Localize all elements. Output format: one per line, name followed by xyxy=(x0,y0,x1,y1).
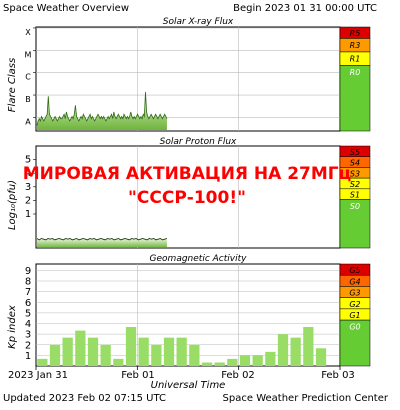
xray-ytick: C xyxy=(25,73,31,82)
kp-bar xyxy=(49,344,61,366)
proton-ytick: 3 xyxy=(25,182,31,193)
proton-scale-label: S0 xyxy=(350,202,360,211)
kp-bar xyxy=(62,337,73,366)
kp-ytick: 4 xyxy=(25,319,31,330)
kp-bar xyxy=(75,330,86,366)
overview-title: Space Weather Overview xyxy=(3,3,129,14)
kp-bar xyxy=(151,344,162,366)
proton-flux-line xyxy=(36,237,168,241)
kp-bar xyxy=(87,337,99,366)
kp-scale-label: G4 xyxy=(349,277,360,286)
proton-plot-area xyxy=(35,145,341,249)
kp-bar xyxy=(176,337,187,366)
xtick-feb02: Feb 02 xyxy=(221,370,255,381)
kp-bar xyxy=(37,358,48,366)
xray-ytick: B xyxy=(25,95,31,104)
updated-time: Updated 2023 Feb 02 07:15 UTC xyxy=(3,393,166,404)
xray-scale-label: R5 xyxy=(350,29,361,38)
overlay-line-1: МИРОВАЯ АКТИВАЦИЯ НА 27МГц xyxy=(23,164,352,184)
kp-bar xyxy=(201,362,213,366)
kp-ytick: 7 xyxy=(25,287,31,298)
proton-ytick: 4 xyxy=(25,168,31,179)
xray-panel: A B C M X R5 R3 R1 R0 xyxy=(25,26,371,132)
xtick-jan31: 2023 Jan 31 xyxy=(8,370,68,381)
kp-ytick: 2 xyxy=(25,340,31,351)
kp-ytick: 6 xyxy=(25,298,31,309)
proton-title: Solar Proton Flux xyxy=(160,137,237,147)
kp-bar xyxy=(100,344,111,366)
kp-scale-label: G1 xyxy=(349,311,360,320)
kp-bar xyxy=(252,355,263,367)
xray-scale-r0 xyxy=(339,65,371,132)
xaxis-label: Universal Time xyxy=(151,380,226,391)
kp-ytick: 8 xyxy=(25,277,31,288)
kp-bar xyxy=(214,362,225,366)
proton-scale-label: S3 xyxy=(350,169,360,178)
kp-bar xyxy=(227,358,238,366)
kp-bar xyxy=(113,358,124,366)
kp-scale-label: G5 xyxy=(349,266,360,275)
kp-bar xyxy=(138,337,149,366)
xray-plot-area xyxy=(35,26,341,132)
xray-title: Solar X-ray Flux xyxy=(163,17,234,27)
xray-flux-line xyxy=(36,91,168,126)
proton-scale-s0 xyxy=(339,199,371,249)
xray-ylabel: Flare Class xyxy=(7,58,18,112)
begin-time: Begin 2023 01 31 00:00 UTC xyxy=(233,3,377,14)
swpc-name: Space Weather Prediction Center xyxy=(223,393,389,404)
kp-bar xyxy=(163,337,175,366)
proton-scale-label: S4 xyxy=(350,159,360,168)
xray-ytick: X xyxy=(25,28,31,37)
proton-scale-label: S1 xyxy=(350,191,360,200)
proton-ytick: 5 xyxy=(25,155,31,166)
kp-scale-label: G3 xyxy=(349,289,360,298)
kp-bar xyxy=(277,334,289,367)
kp-bar xyxy=(290,337,301,366)
kp-ytick: 9 xyxy=(25,266,31,277)
geomag-title: Geomagnetic Activity xyxy=(150,254,248,264)
xtick-feb01: Feb 01 xyxy=(121,370,155,381)
xray-ytick: M xyxy=(25,50,32,59)
kp-bar xyxy=(239,355,251,367)
kp-scale-label: G0 xyxy=(349,323,360,332)
kp-bar xyxy=(265,351,276,366)
proton-ylabel: Log₁₀(pfu) xyxy=(7,180,18,230)
kp-scale-label: G2 xyxy=(349,300,360,309)
proton-ytick: 2 xyxy=(25,195,31,206)
kp-bar xyxy=(189,344,200,366)
kp-scale-g0 xyxy=(339,319,371,367)
kp-bar xyxy=(315,348,327,366)
overlay-line-2: "СССР-100!" xyxy=(128,188,246,208)
kp-ytick: 3 xyxy=(25,330,31,341)
proton-flux-area xyxy=(37,238,167,247)
proton-ytick: 1 xyxy=(25,209,31,220)
proton-scale-label: S2 xyxy=(350,180,360,189)
kp-ytick: 1 xyxy=(25,351,31,362)
xray-scale-label: R1 xyxy=(350,54,361,63)
kp-ytick: 5 xyxy=(25,308,31,319)
kp-bar xyxy=(125,327,137,366)
xtick-feb03: Feb 03 xyxy=(321,370,355,381)
kp-bar xyxy=(303,327,314,366)
proton-scale-label: S5 xyxy=(350,148,360,157)
xray-scale-label: R0 xyxy=(350,68,361,77)
xray-ytick: A xyxy=(25,117,31,126)
xray-scale-label: R3 xyxy=(350,41,361,50)
kp-ylabel: Kp index xyxy=(7,305,18,349)
